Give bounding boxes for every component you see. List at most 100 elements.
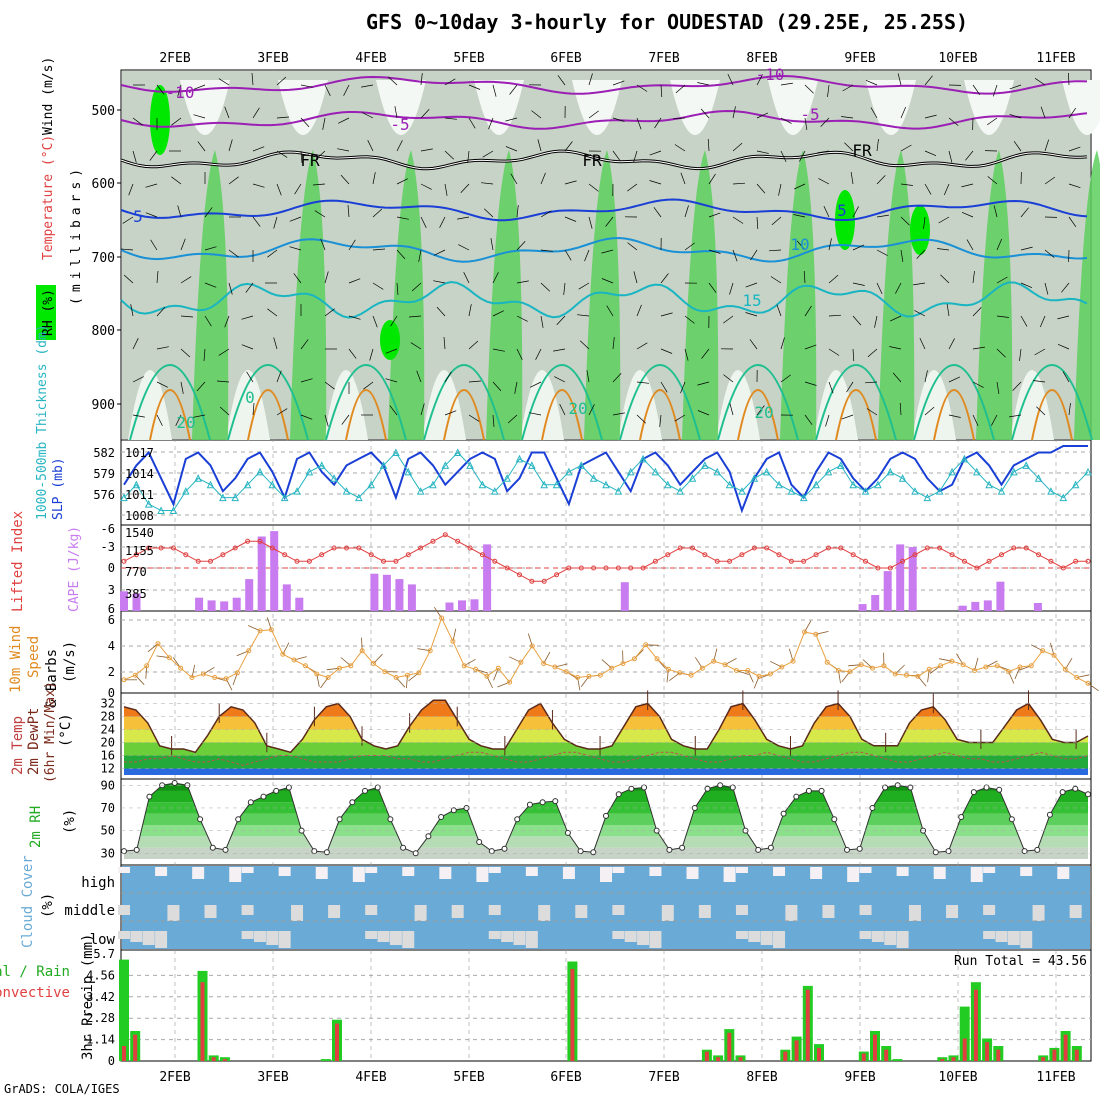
rh-marker [641, 784, 648, 791]
contour-15 [120, 280, 1088, 319]
cloud-gap-low [365, 931, 378, 939]
wind-barb [436, 306, 446, 317]
wind-barb [680, 172, 686, 185]
wind-barb [948, 414, 961, 418]
wind-barb [723, 315, 734, 324]
wind-barb [468, 340, 479, 350]
wind-barb [343, 84, 350, 96]
wind-barb [132, 150, 137, 163]
wind-barb [444, 78, 456, 86]
wind-barb [865, 79, 878, 86]
wind-barb [324, 84, 331, 96]
wind-barb [1068, 403, 1071, 416]
rh-marker [323, 849, 330, 856]
wind-barb [804, 117, 808, 130]
wind-barb [846, 381, 854, 393]
cape-bar [971, 601, 980, 611]
thickness-marker [429, 480, 437, 489]
wind-speed-marker [450, 638, 456, 644]
wind-speed-marker [314, 671, 320, 677]
wind-speed-marker [609, 665, 615, 671]
li-marker [492, 558, 498, 564]
cloud-gap-low [402, 931, 415, 948]
thickness-marker [515, 454, 524, 463]
li-marker [554, 572, 560, 578]
thickness-marker [268, 480, 277, 489]
thickness-marker [861, 487, 870, 495]
wind-barb [972, 346, 985, 350]
wind-speed-marker [892, 671, 898, 677]
cloud-gap-middle [612, 905, 625, 915]
wind-barb [612, 117, 625, 122]
li-marker [269, 545, 275, 551]
wind-speed-marker [665, 666, 671, 672]
thickness-marker [775, 480, 783, 489]
wind-barb [396, 249, 406, 260]
li-marker [652, 558, 658, 564]
li-marker [887, 565, 893, 571]
wind-barb [653, 207, 662, 218]
thickness-marker [824, 467, 833, 476]
rh-marker [133, 846, 140, 853]
li-marker [801, 558, 807, 564]
wind-barb [320, 238, 326, 251]
date-label-top: 8FEB [746, 51, 777, 66]
rh-marker [603, 812, 609, 819]
wind-speed-marker [733, 668, 739, 673]
thickness-marker [540, 480, 549, 489]
wind-barb [492, 348, 505, 352]
thickness-marker [231, 493, 240, 502]
wind-barb [660, 273, 669, 284]
wind-barb [507, 414, 518, 424]
thickness-marker [317, 461, 326, 469]
wind-barb [396, 178, 408, 185]
rh-marker [552, 798, 559, 805]
wind-speed-marker [926, 666, 932, 672]
contour-label: 0 [245, 388, 255, 407]
li-marker [418, 545, 424, 551]
cape-bar [195, 597, 204, 611]
wind-barb [553, 348, 566, 352]
wind-barb [674, 414, 686, 422]
contour-minus5 [120, 109, 1088, 130]
contour-label: FR [852, 141, 872, 160]
thickness-marker [441, 461, 450, 469]
wind-barb [367, 140, 374, 152]
wind-barb [276, 150, 288, 158]
wind-label-4: (m/s) [62, 641, 78, 683]
cloud-gap-low [760, 931, 773, 945]
wind-barb [492, 272, 499, 284]
wind-barb [132, 376, 144, 383]
wind-barb [749, 339, 758, 350]
wind-speed-marker [813, 631, 819, 637]
precip-side-label: 3hr Precip (mm) [80, 934, 96, 1060]
wind-barb [732, 142, 743, 152]
wind-barb [289, 216, 302, 222]
wind-barb [492, 84, 497, 97]
wind-barb [804, 305, 812, 317]
cloud-gap-high [735, 867, 748, 873]
temp-label-4: (°C) [58, 713, 74, 747]
thickness-marker [923, 493, 932, 502]
wind-barb [991, 414, 998, 426]
wind-barb [727, 73, 734, 86]
wind-barb [1044, 176, 1056, 185]
wind-barb [900, 249, 904, 262]
wind-barb [490, 238, 494, 251]
temp-band [124, 742, 1088, 756]
wind-barb [636, 117, 642, 130]
temperature-axis-label: Temperature (°C) [41, 135, 56, 260]
wind-speed-marker [427, 648, 433, 654]
wind-barb [564, 216, 577, 222]
upper-air-panel: -10 -10 -5 -5 FR FR FR 5 5 10 15 20 20 20 0 [120, 65, 1100, 441]
wind-barb [771, 216, 782, 226]
date-label-bottom: 6FEB [550, 1070, 581, 1085]
cape-bar [858, 604, 867, 611]
pressure-tick: 500 [92, 104, 115, 119]
thickness-marker [997, 487, 1006, 495]
wind-barb [1020, 207, 1029, 218]
rh-band [124, 824, 1088, 837]
thickness-marker [750, 474, 759, 482]
rh-marker [197, 816, 204, 823]
rh-marker [831, 816, 838, 823]
